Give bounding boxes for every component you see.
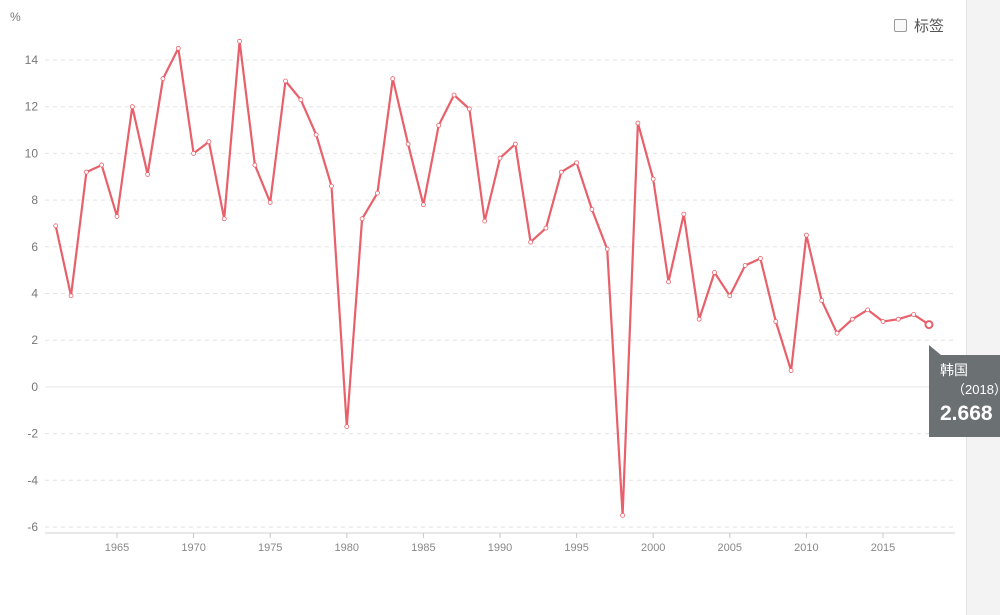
data-point [466, 106, 472, 112]
data-point [99, 162, 105, 168]
x-tick-label: 1975 [258, 542, 282, 554]
data-point [114, 214, 120, 219]
data-point [237, 38, 242, 44]
y-tick-label: 10 [25, 146, 39, 160]
data-point [329, 183, 334, 189]
x-tick-label: 1970 [181, 542, 205, 554]
data-point [742, 263, 748, 268]
data-point [298, 97, 304, 103]
x-tick-label: 2015 [871, 542, 895, 554]
checkbox-icon[interactable] [894, 18, 907, 32]
data-point [359, 216, 365, 222]
data-point [895, 316, 901, 322]
data-point [53, 223, 59, 229]
data-point [574, 160, 579, 166]
data-point [712, 270, 717, 275]
data-point [911, 312, 917, 317]
data-point [221, 216, 227, 222]
data-point [283, 78, 288, 84]
data-point [482, 218, 488, 224]
y-tick-label: 0 [31, 380, 38, 394]
x-tick-label: 2000 [641, 542, 665, 554]
data-point [666, 279, 671, 285]
x-axis: 1965 1970 1975 1980 1985 1990 1995 2000 2005 2010… [45, 532, 955, 554]
series-line [54, 40, 930, 517]
data-point [528, 239, 534, 245]
y-axis-label: % [10, 10, 21, 24]
data-point [727, 293, 733, 299]
y-tick-label: -2 [27, 427, 38, 441]
data-point [604, 246, 610, 252]
x-tick-label: 1965 [105, 542, 129, 554]
y-axis: -6 -4 -2 0 2 4 6 8 10 12 14 [25, 53, 39, 534]
legend-label: 标签 [914, 17, 945, 35]
data-point [803, 232, 809, 238]
data-point [773, 319, 779, 324]
data-point [635, 120, 641, 126]
data-point [650, 176, 656, 182]
data-point [160, 76, 166, 82]
tooltip-value: 2.668 [940, 402, 993, 425]
data-point [497, 155, 503, 161]
legend-toggle[interactable]: 标签 [894, 15, 944, 35]
data-point [451, 92, 457, 98]
x-tick-label: 1990 [488, 542, 512, 554]
data-point [145, 172, 151, 177]
data-point [191, 150, 197, 156]
y-tick-label: 4 [31, 287, 38, 301]
data-point [129, 104, 135, 110]
grid-lines [45, 59, 955, 528]
data-point [344, 424, 350, 429]
data-point [880, 319, 886, 324]
tooltip: 韩国 （2018） 2.668 [929, 345, 1000, 437]
data-point [620, 512, 625, 518]
x-tick-label: 1995 [564, 542, 588, 554]
right-side-panel [966, 0, 1000, 615]
data-point [68, 293, 74, 299]
data-point [405, 141, 411, 147]
series-layer [53, 38, 934, 518]
data-point [849, 316, 855, 322]
data-point [206, 139, 212, 145]
y-tick-label: 2 [31, 333, 38, 347]
data-point [175, 45, 181, 51]
data-point [865, 307, 871, 313]
x-tick-label: 1985 [411, 542, 435, 554]
y-tick-label: 6 [31, 240, 38, 254]
tooltip-year: （2018） [952, 382, 1000, 397]
data-point [421, 202, 426, 208]
x-tick-label: 2010 [794, 542, 818, 554]
data-point [819, 298, 825, 303]
y-tick-label: 8 [31, 193, 38, 207]
data-point [834, 330, 840, 336]
data-point [681, 211, 687, 217]
data-point [788, 368, 794, 373]
data-point [758, 256, 763, 261]
data-point-highlight [924, 320, 934, 330]
data-point [390, 76, 396, 82]
y-tick-label: -6 [27, 520, 38, 534]
data-point [375, 190, 380, 196]
y-tick-label: -4 [27, 473, 38, 487]
data-point [512, 141, 518, 147]
data-point [558, 169, 564, 175]
data-point [436, 122, 442, 128]
data-point [252, 162, 258, 168]
y-tick-label: 12 [25, 100, 39, 114]
x-tick-label: 2005 [718, 542, 742, 554]
data-point [83, 169, 89, 175]
data-point [543, 225, 549, 231]
data-point [589, 207, 595, 212]
data-point [267, 200, 273, 205]
data-point [696, 316, 702, 322]
y-tick-label: 14 [25, 53, 39, 67]
x-tick-label: 1980 [335, 542, 359, 554]
data-point [313, 132, 319, 138]
tooltip-series-name: 韩国 [940, 362, 968, 378]
